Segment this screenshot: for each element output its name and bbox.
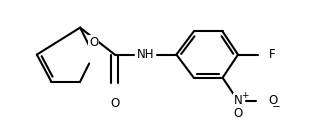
- Text: N: N: [234, 94, 242, 107]
- Text: +: +: [241, 91, 249, 100]
- Text: O: O: [110, 97, 119, 110]
- Text: O: O: [233, 107, 243, 120]
- Text: O: O: [269, 94, 278, 107]
- Text: NH: NH: [137, 48, 154, 61]
- Text: F: F: [269, 48, 275, 61]
- Text: O: O: [89, 36, 98, 49]
- Text: −: −: [272, 102, 281, 112]
